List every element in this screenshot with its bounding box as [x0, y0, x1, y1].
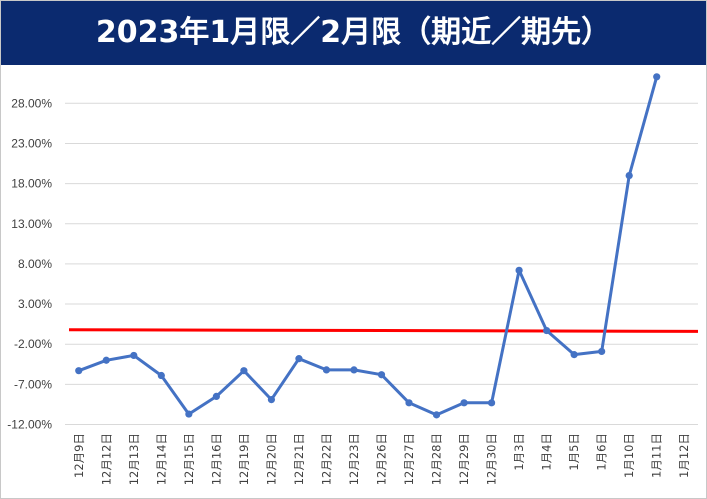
data-point: [322, 366, 331, 374]
x-tick-label: 12月23日: [347, 433, 361, 485]
y-tick-label: -12.00%: [7, 418, 52, 432]
data-point: [350, 366, 358, 374]
x-axis-tick-labels: 12月9日 12月12日 12月13日 12月14日 12月15日 12月16日 12月19…: [72, 433, 691, 485]
data-point: [212, 392, 220, 400]
data-point: [487, 399, 496, 407]
x-tick-label: 12月20日: [264, 433, 278, 485]
y-tick-label: -2.00%: [14, 337, 52, 351]
x-tick-label: 12月13日: [127, 433, 141, 485]
gridlines: [65, 102, 698, 425]
x-tick-label: 12月30日: [485, 433, 499, 485]
data-point: [460, 399, 468, 407]
x-tick-label: 12月9日: [72, 433, 86, 478]
data-point: [543, 326, 551, 335]
data-point: [515, 266, 523, 274]
chart-title: 2023年1月限／2月限（期近／期先）: [95, 15, 612, 50]
data-point: [405, 399, 413, 407]
x-tick-label: 1月6日: [595, 433, 609, 471]
data-point: [130, 351, 138, 360]
x-tick-label: 1月3日: [512, 433, 526, 471]
y-tick-label: 8.00%: [18, 257, 52, 271]
y-tick-label: -7.00%: [14, 377, 52, 391]
data-point: [432, 411, 441, 419]
reference-line: [68, 328, 699, 333]
x-tick-label: 1月12日: [677, 433, 691, 478]
x-tick-label: 1月10日: [622, 433, 636, 478]
series-layer: [75, 73, 661, 419]
x-tick-label: 12月22日: [319, 433, 333, 485]
data-point: [157, 371, 165, 380]
x-tick-label: 12月26日: [375, 433, 389, 485]
y-tick-label: 18.00%: [11, 177, 52, 191]
data-point: [598, 347, 606, 356]
data-point: [102, 356, 110, 364]
data-point: [75, 367, 83, 375]
y-tick-label: 13.00%: [11, 217, 52, 231]
series-line: [78, 76, 659, 417]
x-tick-label: 12月21日: [292, 433, 306, 485]
x-tick-label: 1月11日: [650, 433, 664, 478]
x-tick-label: 12月16日: [209, 433, 223, 485]
y-tick-label: 3.00%: [18, 297, 52, 311]
y-axis-tick-labels: -12.00% -7.00% -2.00% 3.00% 8.00% 13.00% 18.00…: [7, 96, 52, 431]
data-point: [570, 351, 578, 359]
x-tick-label: 12月14日: [154, 433, 168, 485]
data-point: [377, 371, 386, 379]
data-point: [653, 73, 661, 81]
y-tick-label: 28.00%: [11, 96, 52, 110]
x-tick-label: 1月5日: [567, 433, 581, 471]
reference-line-layer: [68, 328, 699, 333]
x-tick-label: 12月28日: [430, 433, 444, 485]
x-tick-label: 12月29日: [457, 433, 471, 485]
data-point: [295, 355, 303, 363]
x-tick-label: 12月19日: [237, 433, 251, 485]
title-bar: 2023年1月限／2月限（期近／期先）: [1, 1, 706, 65]
x-tick-label: 1月4日: [540, 433, 554, 471]
x-tick-label: 12月27日: [402, 433, 416, 485]
data-point: [185, 410, 193, 418]
x-tick-label: 12月15日: [182, 433, 196, 485]
y-tick-label: 23.00%: [11, 136, 52, 150]
data-point: [240, 367, 248, 375]
data-point: [625, 171, 633, 180]
x-tick-label: 12月12日: [99, 433, 113, 485]
data-point: [267, 396, 276, 404]
